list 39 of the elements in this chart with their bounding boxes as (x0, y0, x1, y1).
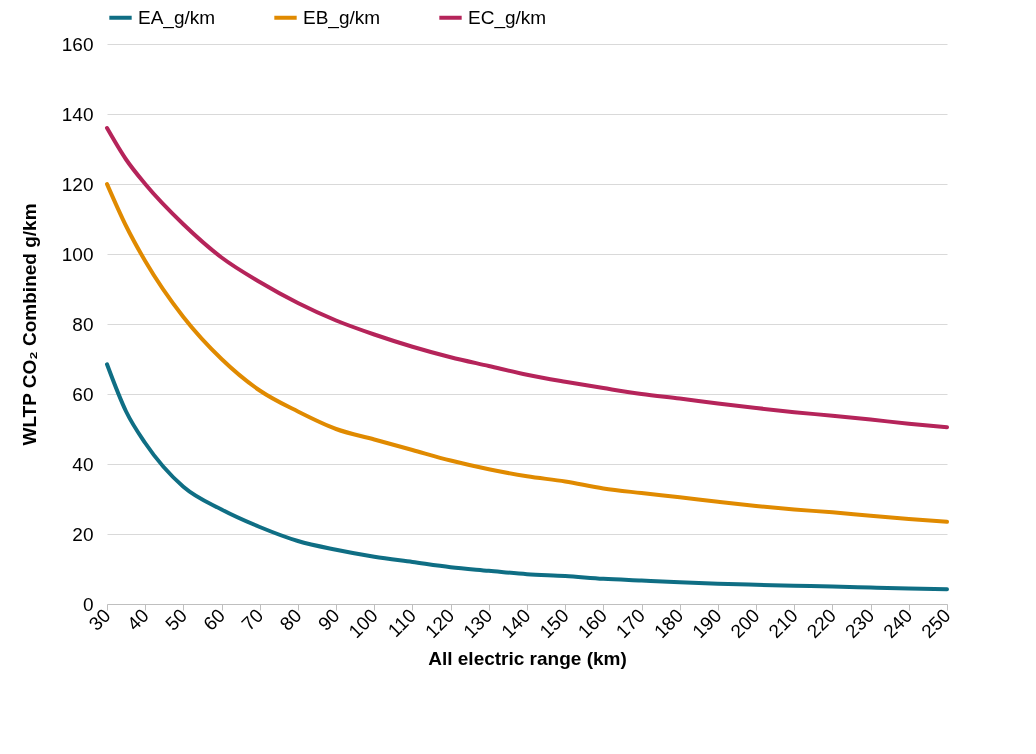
line-series (105, 126, 949, 430)
x-tick-label: 240 (879, 604, 917, 642)
x-tick-label: 40 (122, 604, 153, 635)
y-tick-label: 40 (72, 453, 94, 475)
x-tick-label: 220 (802, 604, 841, 642)
legend-label: EA_g/km (138, 6, 216, 29)
x-tick-label: 140 (497, 604, 535, 642)
x-tick-label: 130 (459, 604, 497, 642)
x-tick-label: 160 (573, 604, 611, 642)
legend-label: EB_g/km (303, 6, 381, 29)
y-tick-label: 140 (61, 103, 94, 125)
x-axis-title: All electric range (km) (428, 647, 627, 669)
x-tick-label: 90 (313, 604, 344, 635)
x-tick-label: 250 (917, 604, 955, 642)
x-tick-label: 60 (199, 604, 230, 635)
line-series (105, 182, 949, 524)
y-tick-label: 20 (72, 523, 94, 545)
x-tick-label: 50 (161, 604, 191, 635)
x-tick-label: 120 (420, 604, 459, 642)
y-tick-label: 160 (61, 33, 94, 55)
x-tick-label: 70 (237, 604, 268, 635)
x-tick-label: 170 (611, 604, 650, 642)
y-tick-label: 100 (61, 243, 94, 265)
y-tick-label: 80 (72, 313, 94, 335)
y-tick-label: 0 (82, 593, 94, 615)
x-tick-label: 100 (344, 604, 382, 642)
y-tick-label: 120 (61, 173, 94, 195)
y-axis-title: WLTP CO₂ Combined g/km (18, 203, 40, 446)
x-tick-label: 230 (840, 604, 879, 642)
legend-label: EC_g/km (468, 6, 547, 29)
x-tick-label: 200 (726, 604, 764, 642)
y-tick-label: 60 (72, 383, 94, 405)
x-tick-label: 80 (275, 604, 306, 635)
x-tick-label: 110 (383, 604, 421, 641)
x-tick-label: 180 (650, 604, 688, 642)
line-series (105, 362, 949, 592)
x-tick-label: 190 (688, 604, 726, 642)
x-tick-label: 150 (535, 604, 573, 642)
x-tick-label: 210 (764, 604, 802, 642)
